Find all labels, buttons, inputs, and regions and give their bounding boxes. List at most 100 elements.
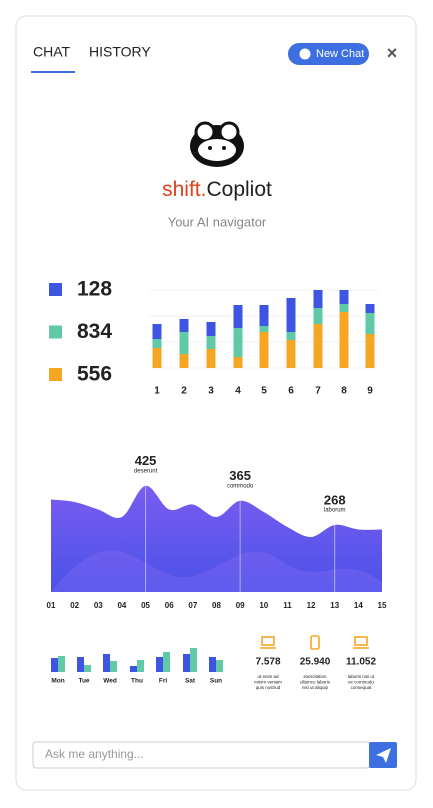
button-bg — [288, 43, 369, 65]
x-tick-label: 07 — [188, 601, 197, 610]
bar-segment — [152, 339, 162, 348]
x-tick-label: 11 — [283, 601, 292, 610]
chat-input[interactable]: Ask me anything... — [32, 741, 371, 769]
bar-segment — [179, 332, 189, 354]
send-icon — [376, 748, 391, 763]
logo — [190, 121, 244, 167]
bar-segment — [152, 348, 162, 368]
point-label: laborum — [324, 508, 346, 514]
stat-value: 25.940 — [300, 657, 331, 668]
brand-name: Copliot — [206, 178, 272, 201]
panel — [15, 15, 417, 791]
bar — [216, 660, 223, 672]
x-tick-label: 6 — [288, 386, 294, 397]
brand-prefix: shift. — [162, 178, 206, 201]
stat-text: ex commodo — [348, 680, 374, 685]
bar — [209, 657, 216, 672]
x-tick-label: Thu — [131, 678, 143, 685]
new-chat-button[interactable]: New Chat — [288, 43, 369, 65]
x-tick-label: 02 — [70, 601, 79, 610]
x-tick-label: 9 — [367, 386, 373, 397]
phone-icon — [310, 635, 320, 650]
stat-value: 11.052 — [346, 657, 376, 668]
x-tick-label: 4 — [235, 386, 241, 397]
bar-segment — [365, 304, 375, 313]
legend-swatch — [49, 283, 62, 296]
stat-text: nisi ut aliquip — [302, 685, 329, 690]
close-button[interactable]: × — [387, 43, 398, 63]
bar — [58, 656, 65, 672]
x-tick-label: 14 — [354, 601, 363, 610]
x-tick-label: 15 — [378, 601, 387, 610]
bar — [103, 654, 110, 672]
tab-underline — [31, 71, 75, 73]
value-label: 365 — [229, 468, 251, 483]
bar-segment — [152, 324, 162, 339]
bar — [110, 661, 117, 672]
bar-segment — [179, 354, 189, 368]
stat-text: ullamco laboris — [300, 680, 331, 685]
legend-swatch — [49, 325, 62, 339]
area — [51, 485, 382, 592]
bar-segment — [206, 336, 216, 349]
button-label: New Chat — [316, 48, 364, 60]
stat-text: laboris nisi ut — [348, 674, 375, 679]
bar-segment — [286, 298, 296, 332]
bar-segment — [259, 305, 269, 326]
area-wave — [51, 550, 382, 592]
bar-segment — [179, 319, 189, 332]
bar-segment — [259, 326, 269, 332]
bar-segment — [259, 332, 269, 368]
bar-segment — [313, 324, 323, 368]
brand-title: shift.Copliot — [162, 178, 272, 201]
x-tick-label: Mon — [51, 678, 64, 685]
stat-text: quis nostrud — [256, 685, 281, 690]
x-tick-label: 08 — [212, 601, 221, 610]
x-tick-label: Sat — [185, 678, 196, 685]
bar — [163, 652, 170, 672]
x-tick-label: 13 — [330, 601, 339, 610]
x-tick-label: 01 — [47, 601, 56, 610]
x-tick-label: 04 — [117, 601, 126, 610]
point-label: deserunt — [134, 468, 158, 474]
bar — [156, 657, 163, 672]
x-tick-label: 03 — [94, 601, 103, 610]
bar-segment — [286, 340, 296, 368]
value-label: 268 — [324, 492, 346, 507]
tab-history[interactable]: HISTORY — [89, 44, 151, 60]
x-tick-label: 05 — [141, 601, 150, 610]
send-button[interactable] — [369, 742, 397, 768]
bar-segment — [365, 313, 375, 334]
bar — [130, 666, 137, 672]
x-tick-label: 2 — [181, 386, 187, 397]
stat-value: 7.578 — [255, 657, 280, 668]
x-tick-label: 09 — [236, 601, 245, 610]
bar-segment — [313, 290, 323, 308]
x-tick-label: 8 — [341, 386, 347, 397]
x-tick-label: 06 — [165, 601, 174, 610]
bar-segment — [365, 334, 375, 368]
tab-chat[interactable]: CHAT — [33, 44, 71, 60]
bar — [77, 657, 84, 672]
x-tick-label: 7 — [315, 386, 321, 397]
x-tick-label: 12 — [307, 601, 316, 610]
input-placeholder: Ask me anything... — [45, 747, 144, 761]
bar-segment — [339, 290, 349, 304]
tagline: Your AI navigator — [168, 214, 267, 229]
legend-label: 128 — [77, 278, 112, 301]
stat-text: ut enim ad — [257, 674, 279, 679]
legend-label: 834 — [77, 320, 112, 343]
legend-label: 556 — [77, 363, 112, 386]
stat-text: exercitation — [303, 674, 327, 679]
legend-swatch — [49, 368, 62, 381]
stat-text: minim veniam — [254, 680, 282, 685]
x-tick-label: 3 — [208, 386, 214, 397]
bar — [183, 654, 190, 672]
chat-icon — [299, 48, 311, 60]
bar — [190, 648, 197, 672]
bar-segment — [233, 305, 243, 328]
value-label: 425 — [135, 453, 157, 468]
bar-segment — [339, 312, 349, 368]
bar-segment — [206, 349, 216, 368]
